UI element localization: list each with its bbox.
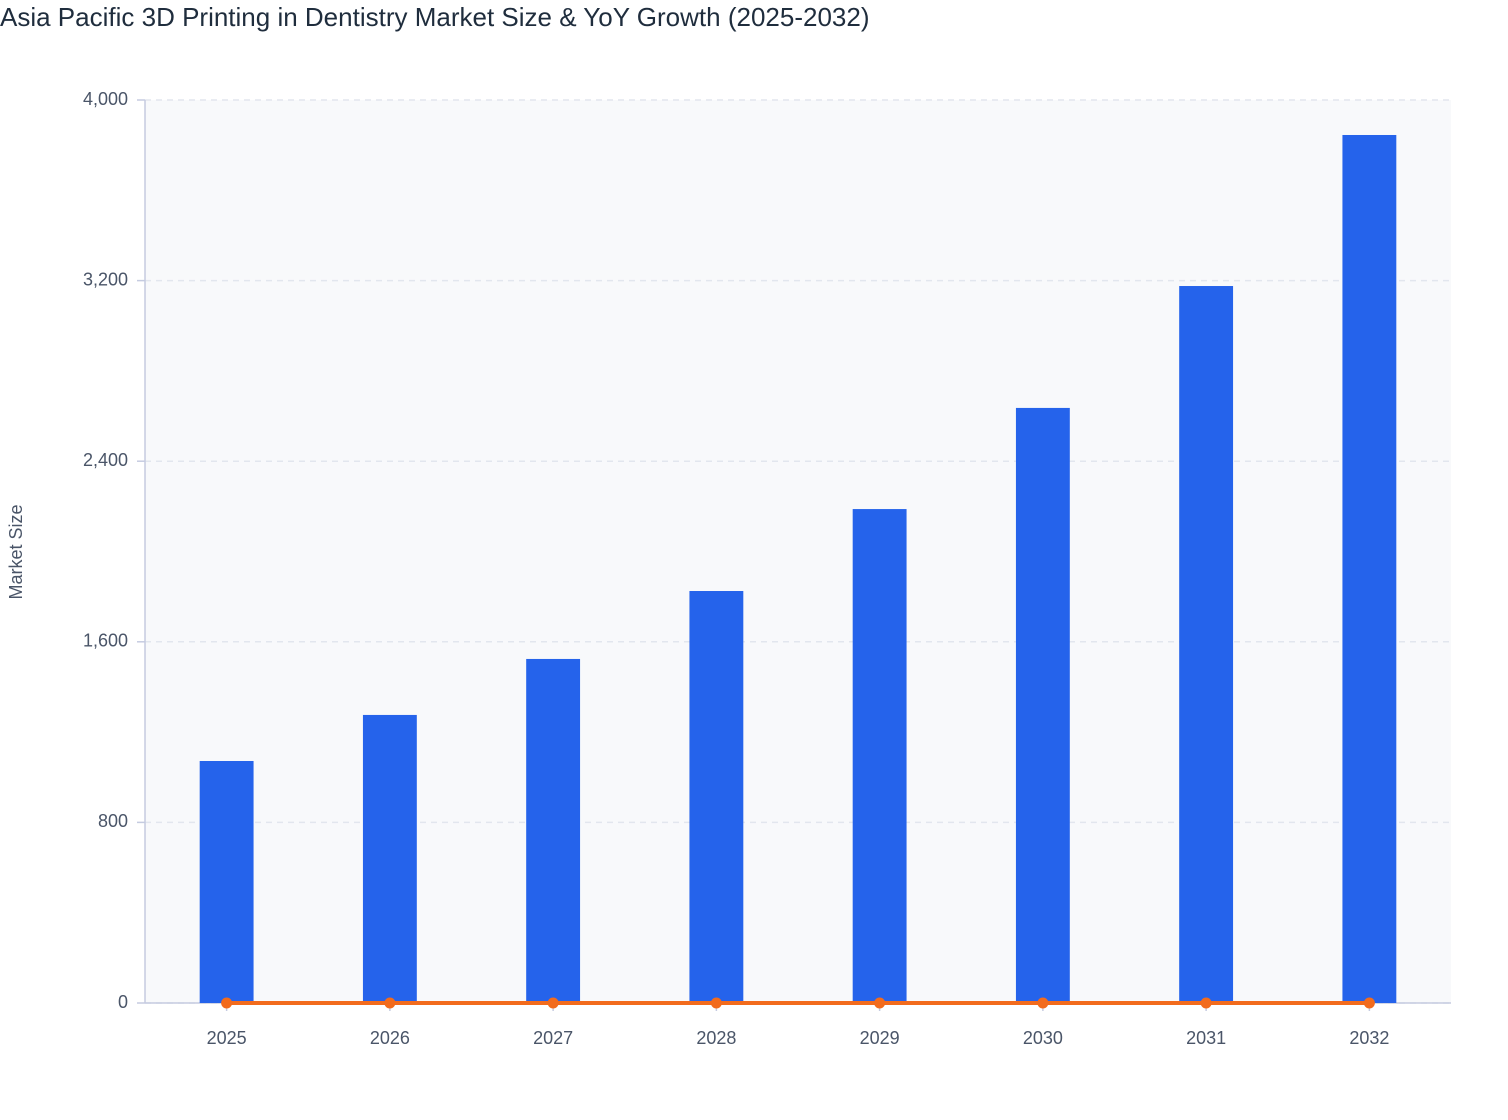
bar <box>1179 286 1234 1003</box>
x-tick-label: 2030 <box>1023 1028 1063 1048</box>
line-point <box>1200 997 1212 1009</box>
bar <box>1015 407 1070 1004</box>
line-point <box>1037 997 1049 1009</box>
y-axis-label: Market Size <box>6 504 26 599</box>
x-tick-label: 2029 <box>860 1028 900 1048</box>
x-tick-label: 2028 <box>696 1028 736 1048</box>
line-point <box>710 997 722 1009</box>
x-tick-label: 2031 <box>1186 1028 1226 1048</box>
x-tick-label: 2025 <box>207 1028 247 1048</box>
x-tick-label: 2032 <box>1349 1028 1389 1048</box>
bar <box>852 509 907 1003</box>
line-point <box>874 997 886 1009</box>
y-tick-label: 800 <box>98 811 128 831</box>
bar <box>199 760 254 1003</box>
x-tick-label: 2027 <box>533 1028 573 1048</box>
bar <box>689 591 744 1003</box>
line-point <box>547 997 559 1009</box>
x-tick-label: 2026 <box>370 1028 410 1048</box>
plot-background <box>145 100 1451 1003</box>
bar <box>526 658 581 1003</box>
y-tick-label: 3,200 <box>83 269 128 289</box>
y-tick-label: 1,600 <box>83 631 128 651</box>
bar <box>1342 134 1397 1003</box>
y-tick-label: 4,000 <box>83 89 128 109</box>
y-tick-label: 2,400 <box>83 450 128 470</box>
bar <box>362 714 417 1003</box>
line-point <box>221 997 233 1009</box>
line-point <box>384 997 396 1009</box>
chart-title: Asia Pacific 3D Printing in Dentistry Ma… <box>0 2 869 32</box>
line-point <box>1363 997 1375 1009</box>
y-tick-label: 0 <box>118 992 128 1012</box>
